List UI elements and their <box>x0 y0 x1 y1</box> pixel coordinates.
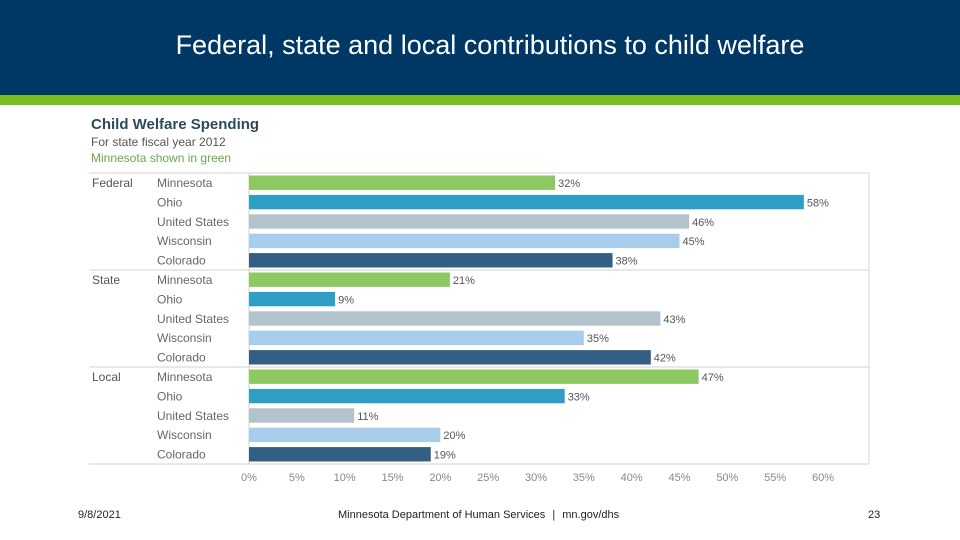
chart-panel: Child Welfare Spending For state fiscal … <box>83 107 878 499</box>
data-label-federal-wisconsin: 45% <box>683 236 705 248</box>
category-label-colorado: Colorado <box>157 254 206 268</box>
footer-department: Minnesota Department of Human Services <box>338 509 546 521</box>
group-label-local: Local <box>92 370 121 384</box>
child-welfare-spending-chart: Child Welfare Spending For state fiscal … <box>89 116 870 484</box>
x-tick-label: 35% <box>573 472 595 484</box>
x-tick-label: 60% <box>812 472 834 484</box>
bar-federal-colorado <box>249 253 613 268</box>
chart-subtitle: For state fiscal year 2012 <box>91 135 226 149</box>
group-label-federal: Federal <box>92 176 133 190</box>
category-label-colorado: Colorado <box>157 351 206 365</box>
x-tick-label: 10% <box>334 472 356 484</box>
bar-local-wisconsin <box>249 427 441 443</box>
bar-local-united-states <box>249 408 355 423</box>
data-label-local-wisconsin: 20% <box>443 430 465 442</box>
bar-federal-wisconsin <box>249 233 680 249</box>
footer-date: 9/8/2021 <box>78 509 121 521</box>
category-label-wisconsin: Wisconsin <box>157 428 212 442</box>
slide-header <box>0 0 960 95</box>
data-label-state-colorado: 42% <box>654 353 676 365</box>
data-label-federal-ohio: 58% <box>807 197 829 209</box>
category-label-united-states: United States <box>157 409 229 423</box>
category-label-ohio: Ohio <box>157 292 183 306</box>
data-label-state-wisconsin: 35% <box>587 333 609 345</box>
bar-state-united-states <box>249 311 661 326</box>
category-label-wisconsin: Wisconsin <box>157 331 212 345</box>
data-label-state-minnesota: 21% <box>453 275 475 287</box>
footer-url[interactable]: mn.gov/dhs <box>562 509 620 521</box>
bar-state-wisconsin <box>249 330 584 346</box>
slide-title: Federal, state and local contributions t… <box>175 30 805 60</box>
x-tick-label: 50% <box>716 472 738 484</box>
bar-local-ohio <box>249 388 565 404</box>
x-tick-label: 55% <box>764 472 786 484</box>
category-label-united-states: United States <box>157 312 229 326</box>
bar-state-ohio <box>249 291 336 307</box>
data-label-federal-minnesota: 32% <box>558 178 580 190</box>
group-label-state: State <box>92 273 120 287</box>
header-accent-stripe <box>0 95 960 105</box>
data-label-state-united-states: 43% <box>663 314 685 326</box>
x-tick-label: 5% <box>289 472 305 484</box>
data-label-local-minnesota: 47% <box>702 372 724 384</box>
footer-page-number: 23 <box>868 509 881 521</box>
category-label-minnesota: Minnesota <box>157 273 213 287</box>
x-tick-label: 0% <box>241 472 257 484</box>
chart-note: Minnesota shown in green <box>91 151 231 165</box>
bar-federal-ohio <box>249 194 804 210</box>
data-label-local-colorado: 19% <box>434 450 456 462</box>
footer-source: Minnesota Department of Human Services |… <box>338 509 628 521</box>
category-label-colorado: Colorado <box>157 448 206 462</box>
x-tick-label: 20% <box>429 472 451 484</box>
category-label-minnesota: Minnesota <box>157 176 213 190</box>
data-label-federal-colorado: 38% <box>616 256 638 268</box>
footer-separator: | <box>552 509 556 521</box>
x-tick-label: 40% <box>621 472 643 484</box>
category-label-united-states: United States <box>157 215 229 229</box>
bar-state-minnesota <box>249 272 450 287</box>
category-label-minnesota: Minnesota <box>157 370 213 384</box>
category-label-ohio: Ohio <box>157 195 183 209</box>
bar-federal-minnesota <box>249 175 556 190</box>
bar-local-minnesota <box>249 369 699 384</box>
data-label-local-ohio: 33% <box>568 391 590 403</box>
x-tick-label: 15% <box>381 472 403 484</box>
x-tick-label: 30% <box>525 472 547 484</box>
bar-state-colorado <box>249 350 651 365</box>
category-label-ohio: Ohio <box>157 389 183 403</box>
chart-title: Child Welfare Spending <box>91 116 259 133</box>
bar-federal-united-states <box>249 214 690 229</box>
data-label-state-ohio: 9% <box>338 294 354 306</box>
data-label-local-united-states: 11% <box>357 411 378 423</box>
x-tick-label: 45% <box>668 472 690 484</box>
bar-local-colorado <box>249 447 431 462</box>
x-tick-label: 25% <box>477 472 499 484</box>
category-label-wisconsin: Wisconsin <box>157 234 212 248</box>
data-label-federal-united-states: 46% <box>692 217 714 229</box>
